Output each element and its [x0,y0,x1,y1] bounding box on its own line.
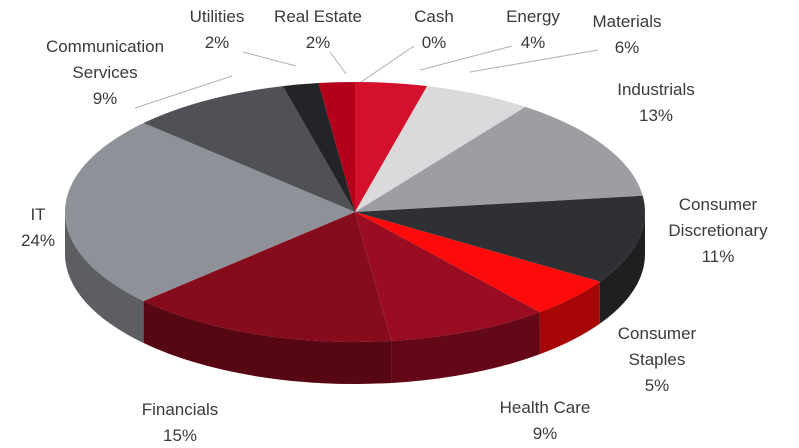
value-label: 0% [421,33,447,52]
category-label: Health Care [499,398,591,417]
slice-side [391,312,540,383]
slice-label: Energy 4% [493,4,573,56]
value-label: 2% [204,33,230,52]
pie-sides [65,212,645,385]
value-label: 5% [644,376,670,395]
slice [355,106,643,212]
slice-side-shade [539,281,600,355]
slice [355,212,600,313]
slice [143,212,392,342]
value-label: 4% [520,33,546,52]
category-label: Industrials [617,80,695,99]
slice [318,82,355,212]
category-label: Energy [506,7,560,26]
slice-label: Real Estate 2% [263,4,373,56]
value-label: 24% [20,231,56,250]
slice-side-shade [143,300,392,385]
slice-label: IT 24% [18,202,58,254]
leader-lines [134,45,599,109]
value-label: 9% [532,424,558,443]
slice-side [143,300,392,385]
slice-label: Industrials 13% [601,77,711,129]
value-label: 15% [162,426,198,445]
value-label: 13% [638,106,674,125]
category-label: Real Estate [274,7,362,26]
category-label: Consumer Staples [617,324,697,369]
slice-label: Utilities 2% [177,4,257,56]
slice [64,123,355,301]
value-label: 2% [305,33,331,52]
slice-label: Communication Services 9% [35,34,175,112]
slice-label: Health Care 9% [485,395,605,447]
category-label: Materials [592,12,662,31]
slice [143,86,355,212]
category-label: Communication Services [45,37,165,82]
slice-side-shade [391,312,540,383]
slice-label: Materials 6% [577,9,677,61]
slice-label: Financials 15% [125,397,235,448]
slice-side [65,212,144,343]
slice-side-shade [65,212,144,343]
slice [355,86,526,212]
category-label: Utilities [189,7,245,26]
category-label: IT [30,205,46,224]
slice-label: Cash 0% [404,4,464,56]
slice-side [599,212,645,324]
category-label: Financials [141,400,219,419]
slice-side [539,281,600,355]
category-label: Cash [414,7,454,26]
slice-label: Consumer Discretionary 11% [653,192,783,270]
slice-side-shade [599,212,645,324]
slice [355,82,428,212]
value-label: 9% [92,89,118,108]
category-label: Consumer Discretionary [668,195,768,240]
slice [355,195,645,282]
slice [282,83,355,212]
slice [355,212,540,341]
pie-tops [64,82,645,342]
slice-label: Consumer Staples 5% [607,321,707,399]
value-label: 11% [701,247,735,266]
value-label: 6% [614,38,640,57]
